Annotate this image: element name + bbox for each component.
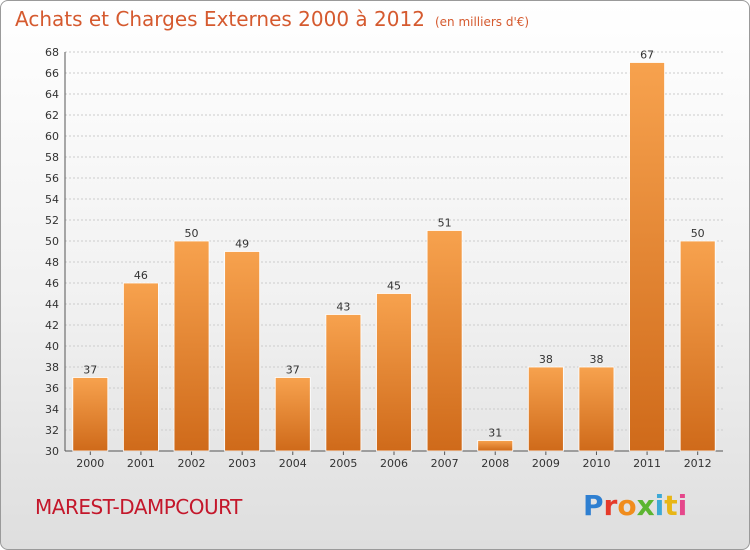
y-tick-label: 66 (45, 67, 59, 80)
data-label-2007: 51 (438, 217, 452, 230)
y-tick-label: 40 (45, 340, 59, 353)
data-label-2002: 50 (185, 227, 199, 240)
bar-2012 (679, 240, 716, 452)
bar-2002 (173, 240, 210, 452)
x-tick-label: 2001 (127, 457, 155, 470)
x-tick-label: 2009 (532, 457, 560, 470)
y-tick-label: 50 (45, 235, 59, 248)
y-tick-label: 30 (45, 445, 59, 458)
y-tick-label: 58 (45, 151, 59, 164)
y-tick-label: 64 (45, 88, 59, 101)
logo-letter: r (603, 489, 618, 522)
data-label-2003: 49 (235, 238, 249, 251)
y-tick-label: 38 (45, 361, 59, 374)
bar-2006 (376, 293, 412, 452)
data-label-2001: 46 (134, 269, 148, 282)
data-label-2006: 45 (387, 280, 401, 293)
logo-letter: t (664, 489, 678, 522)
y-tick-label: 52 (45, 214, 59, 227)
x-tick-label: 2012 (684, 457, 712, 470)
y-tick-labels: 30 32 34 36 38 40 42 44 46 48 50 52 54 56 58 60 62 64 66 68 (45, 46, 59, 458)
proxiti-logo[interactable]: Proxiti (583, 489, 687, 522)
data-label-2012: 50 (691, 227, 705, 240)
bar-2000 (72, 377, 109, 452)
bar-2001 (123, 282, 159, 452)
data-label-2000: 37 (83, 364, 97, 377)
y-tick-label: 36 (45, 382, 59, 395)
x-tick-label: 2007 (431, 457, 459, 470)
bar-2004 (274, 377, 311, 452)
commune-name: MAREST-DAMPCOURT (35, 495, 242, 519)
x-tick-label: 2010 (582, 457, 610, 470)
logo-letter: x (636, 489, 655, 522)
y-tick-label: 62 (45, 109, 59, 122)
data-labels: 37 46 50 49 37 43 45 51 31 38 38 67 50 (83, 49, 704, 440)
logo-letter: i (654, 489, 665, 522)
data-label-2005: 43 (336, 301, 350, 314)
title-unit: (en milliers d'€) (434, 15, 530, 29)
y-tick-label: 32 (45, 424, 59, 437)
y-tick-label: 60 (45, 130, 59, 143)
chart-title: Achats et Charges Externes 2000 à 2012 (e… (15, 7, 529, 31)
x-tick-label: 2008 (481, 457, 509, 470)
data-label-2011: 67 (640, 49, 654, 62)
title-text: Achats et Charges Externes 2000 à 2012 (15, 7, 425, 31)
bar-2009 (527, 366, 564, 452)
bar-2005 (325, 314, 362, 452)
x-tick-label: 2011 (633, 457, 661, 470)
data-label-2009: 38 (539, 353, 553, 366)
logo-letter: P (583, 489, 604, 522)
y-tick-label: 44 (45, 298, 59, 311)
data-label-2008: 31 (488, 427, 502, 440)
bar-2003 (224, 251, 261, 452)
x-tick-label: 2006 (380, 457, 408, 470)
bar-2011 (629, 62, 665, 452)
logo-letter: i (677, 489, 688, 522)
y-tick-label: 54 (45, 193, 59, 206)
y-tick-label: 56 (45, 172, 59, 185)
bar-2007 (426, 230, 463, 452)
bar-2008 (477, 440, 514, 452)
y-tick-label: 48 (45, 256, 59, 269)
data-label-2004: 37 (286, 364, 300, 377)
x-tick-labels: 2000 2001 2002 2003 2004 2005 2006 2007 2008 2009… (76, 457, 711, 470)
x-tick-label: 2004 (279, 457, 307, 470)
logo-letter: o (617, 489, 637, 522)
x-tick-label: 2005 (329, 457, 357, 470)
bar-2010 (578, 366, 615, 452)
y-tick-label: 46 (45, 277, 59, 290)
y-tick-label: 42 (45, 319, 59, 332)
x-tick-label: 2002 (178, 457, 206, 470)
y-tick-label: 34 (45, 403, 59, 416)
y-tick-label: 68 (45, 46, 59, 59)
x-tick-label: 2003 (228, 457, 256, 470)
bars (72, 62, 716, 452)
data-label-2010: 38 (589, 353, 603, 366)
x-tick-label: 2000 (76, 457, 104, 470)
